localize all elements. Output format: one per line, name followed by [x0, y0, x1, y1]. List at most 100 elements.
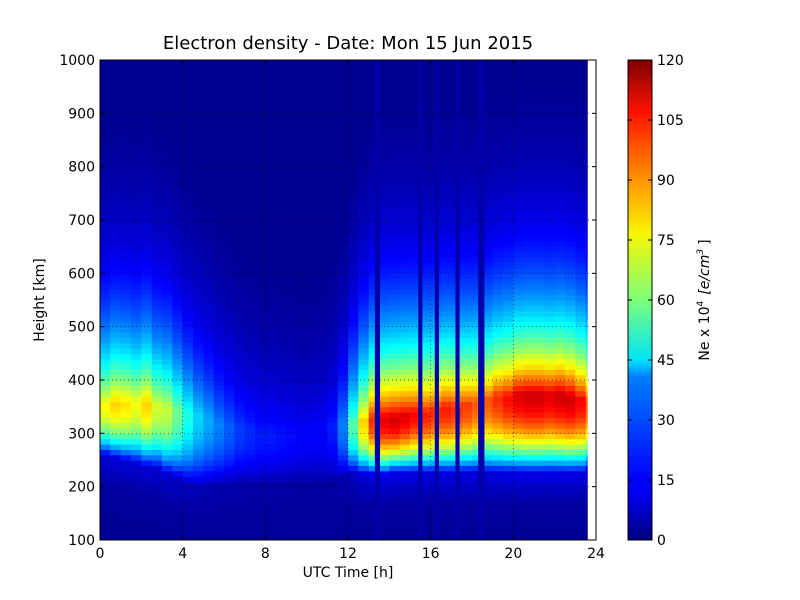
heatmap-cell — [151, 161, 163, 168]
heatmap-cell — [461, 326, 473, 333]
heatmap-cell — [565, 193, 576, 200]
heatmap-cell — [306, 268, 318, 274]
heatmap-cell — [193, 150, 204, 157]
heatmap-cell — [410, 502, 421, 509]
heatmap-cell — [141, 465, 153, 472]
heatmap-cell — [306, 417, 318, 424]
heatmap-cell — [534, 150, 545, 157]
heatmap-cell — [265, 129, 277, 136]
heatmap-cell — [534, 492, 545, 498]
heatmap-cell — [182, 476, 194, 482]
heatmap-cell — [306, 508, 318, 514]
heatmap-cell — [100, 145, 111, 152]
heatmap-cell — [441, 385, 452, 392]
heatmap-cell — [368, 188, 380, 194]
heatmap-cell — [255, 92, 266, 98]
heatmap-cell — [193, 156, 204, 162]
heatmap-cell — [131, 246, 142, 253]
heatmap-cell — [193, 401, 204, 408]
heatmap-cell — [306, 353, 318, 360]
heatmap-cell — [234, 348, 246, 354]
heatmap-cell — [337, 438, 349, 445]
heatmap-cell — [110, 460, 122, 466]
heatmap-cell — [348, 348, 359, 354]
heatmap-cell — [100, 177, 111, 184]
heatmap-cell — [513, 140, 525, 146]
heatmap-cell — [337, 92, 349, 98]
heatmap-cell — [379, 305, 390, 312]
heatmap-cell — [296, 497, 308, 504]
heatmap-cell — [472, 534, 483, 540]
heatmap-cell — [399, 124, 411, 130]
heatmap-cell — [162, 401, 173, 408]
heatmap-cell — [337, 513, 349, 520]
heatmap-cell — [368, 401, 380, 408]
heatmap-cell — [472, 284, 483, 290]
heatmap-cell — [420, 326, 432, 333]
heatmap-cell — [193, 204, 204, 210]
heatmap-cell — [306, 380, 318, 386]
heatmap-cell — [410, 412, 421, 418]
heatmap-cell — [534, 262, 545, 269]
heatmap-cell — [441, 406, 452, 413]
heatmap-cell — [503, 65, 514, 72]
heatmap-cell — [358, 204, 370, 210]
heatmap-cell — [100, 534, 111, 540]
heatmap-cell — [296, 332, 308, 338]
heatmap-cell — [389, 438, 401, 445]
heatmap-cell — [585, 444, 589, 450]
heatmap-cell — [389, 102, 401, 109]
heatmap-cell — [389, 118, 401, 125]
heatmap-cell — [420, 188, 432, 194]
heatmap-cell — [337, 385, 349, 392]
heatmap-cell — [461, 108, 473, 114]
heatmap-cell — [534, 236, 545, 242]
heatmap-cell — [389, 497, 401, 504]
heatmap-cell — [575, 236, 587, 242]
heatmap-cell — [110, 305, 122, 312]
heatmap-cell — [131, 193, 142, 200]
heatmap-cell — [193, 332, 204, 338]
heatmap-cell — [461, 145, 473, 152]
heatmap-cell — [213, 454, 225, 461]
heatmap-cell — [534, 246, 545, 253]
heatmap-cell — [544, 433, 556, 440]
heatmap-cell — [100, 438, 111, 445]
heatmap-cell — [234, 273, 246, 280]
heatmap-cell — [544, 460, 556, 466]
heatmap-cell — [255, 454, 266, 461]
heatmap-cell — [224, 369, 235, 376]
heatmap-cell — [472, 161, 483, 168]
heatmap-cell — [389, 481, 401, 488]
heatmap-cell — [358, 438, 370, 445]
heatmap-cell — [296, 481, 308, 488]
heatmap-cell — [410, 524, 421, 530]
heatmap-cell — [224, 524, 235, 530]
heatmap-cell — [399, 294, 411, 301]
heatmap-cell — [317, 406, 328, 413]
heatmap-cell — [275, 353, 287, 360]
heatmap-cell — [131, 65, 142, 72]
colorbar-tick-label: 30 — [657, 413, 675, 429]
heatmap-cell — [534, 177, 545, 184]
heatmap-cell — [182, 166, 194, 173]
heatmap-cell — [110, 193, 122, 200]
heatmap-cell — [410, 246, 421, 253]
heatmap-cell — [296, 454, 308, 461]
heatmap-cell — [337, 529, 349, 536]
heatmap-cell — [120, 332, 132, 338]
heatmap-cell — [172, 209, 184, 216]
heatmap-cell — [213, 225, 225, 232]
heatmap-cell — [120, 497, 132, 504]
heatmap-cell — [193, 108, 204, 114]
heatmap-cell — [503, 486, 514, 493]
heatmap-cell — [492, 369, 504, 376]
heatmap-cell — [472, 476, 483, 482]
heatmap-cell — [575, 497, 587, 504]
heatmap-cell — [265, 172, 277, 178]
heatmap-cell — [389, 225, 401, 232]
heatmap-cell — [110, 161, 122, 168]
heatmap-cell — [265, 332, 277, 338]
heatmap-cell — [203, 182, 215, 189]
heatmap-cell — [575, 465, 587, 472]
